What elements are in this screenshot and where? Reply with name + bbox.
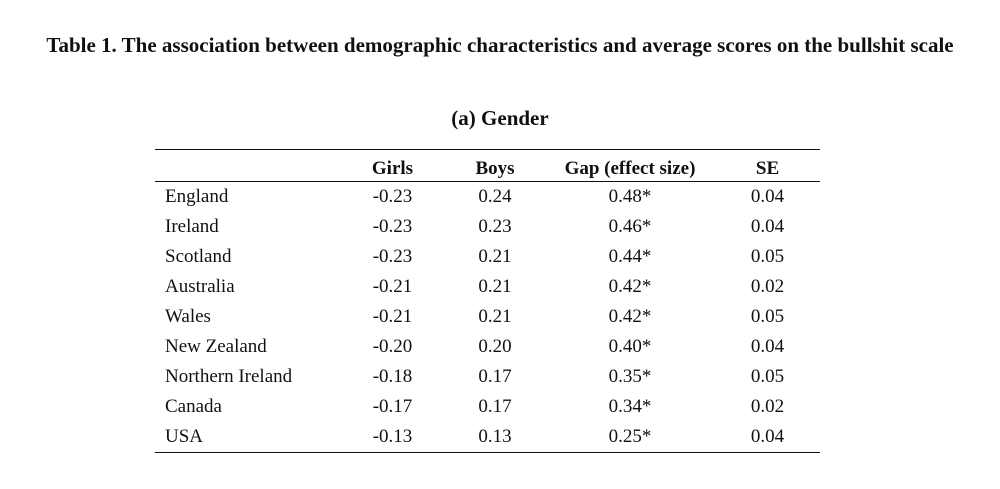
cell-gap: 0.42* — [608, 276, 652, 297]
table-row: Scotland -0.23 0.21 0.44* 0.05 — [155, 242, 820, 272]
cell-country: Wales — [165, 306, 211, 327]
cell-country: USA — [165, 426, 204, 447]
cell-country: Canada — [165, 396, 222, 417]
table-row: Wales -0.21 0.21 0.42* 0.05 — [155, 302, 820, 332]
cell-boys: 0.17 — [478, 366, 512, 387]
cell-country: Australia — [165, 276, 235, 297]
cell-girls: -0.23 — [372, 246, 413, 267]
table-row: Ireland -0.23 0.23 0.46* 0.04 — [155, 212, 820, 242]
cell-boys: 0.23 — [478, 216, 512, 237]
cell-girls: -0.20 — [372, 336, 413, 357]
cell-se: 0.04 — [750, 186, 785, 207]
table-subtitle: (a) Gender — [451, 106, 549, 130]
cell-girls: -0.21 — [372, 306, 413, 327]
header-se: SE — [755, 158, 780, 179]
cell-gap: 0.34* — [608, 396, 652, 417]
table-row: Northern Ireland -0.18 0.17 0.35* 0.05 — [155, 362, 820, 392]
cell-boys: 0.21 — [478, 306, 512, 327]
table-title: Table 1. The association between demogra… — [46, 33, 954, 57]
table-row: England -0.23 0.24 0.48* 0.04 — [155, 182, 820, 213]
cell-gap: 0.44* — [608, 246, 652, 267]
cell-se: 0.04 — [750, 336, 785, 357]
cell-boys: 0.20 — [478, 336, 512, 357]
cell-country: England — [165, 186, 229, 207]
cell-se: 0.05 — [750, 246, 785, 267]
cell-boys: 0.13 — [478, 426, 512, 447]
gender-table: Girls Boys Gap (effect size) SE England … — [155, 149, 820, 453]
cell-se: 0.05 — [750, 306, 785, 327]
cell-se: 0.02 — [750, 276, 785, 297]
cell-country: Ireland — [165, 216, 219, 237]
cell-gap: 0.42* — [608, 306, 652, 327]
header-gap: Gap (effect size) — [564, 158, 696, 179]
header-country — [155, 150, 340, 182]
cell-boys: 0.21 — [478, 276, 512, 297]
cell-se: 0.04 — [750, 216, 785, 237]
cell-boys: 0.17 — [478, 396, 512, 417]
cell-gap: 0.25* — [608, 426, 652, 447]
cell-se: 0.05 — [750, 366, 785, 387]
cell-girls: -0.18 — [372, 366, 413, 387]
cell-girls: -0.13 — [372, 426, 413, 447]
cell-girls: -0.21 — [372, 276, 413, 297]
cell-boys: 0.24 — [478, 186, 512, 207]
cell-country: Northern Ireland — [165, 366, 293, 387]
cell-gap: 0.40* — [608, 336, 652, 357]
cell-girls: -0.23 — [372, 216, 413, 237]
cell-girls: -0.23 — [372, 186, 413, 207]
cell-boys: 0.21 — [478, 246, 512, 267]
cell-country: Scotland — [165, 246, 232, 267]
cell-gap: 0.48* — [608, 186, 652, 207]
cell-se: 0.02 — [750, 396, 785, 417]
table-row: New Zealand -0.20 0.20 0.40* 0.04 — [155, 332, 820, 362]
table-row: USA -0.13 0.13 0.25* 0.04 — [155, 422, 820, 453]
cell-country: New Zealand — [165, 336, 267, 357]
cell-girls: -0.17 — [372, 396, 413, 417]
table-row: Canada -0.17 0.17 0.34* 0.02 — [155, 392, 820, 422]
table-row: Australia -0.21 0.21 0.42* 0.02 — [155, 272, 820, 302]
cell-gap: 0.46* — [608, 216, 652, 237]
header-girls: Girls — [371, 158, 414, 179]
cell-gap: 0.35* — [608, 366, 652, 387]
cell-se: 0.04 — [750, 426, 785, 447]
header-boys: Boys — [475, 158, 515, 179]
header-row: Girls Boys Gap (effect size) SE — [155, 149, 820, 182]
